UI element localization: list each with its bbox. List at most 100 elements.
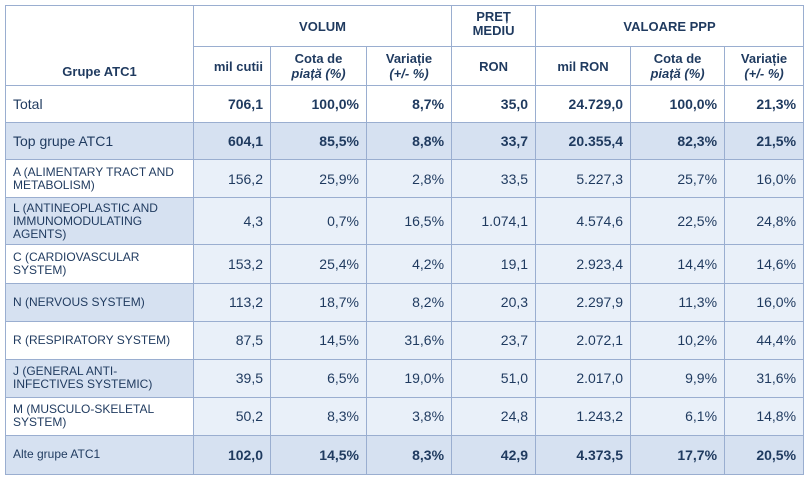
cell-pret: 24,8 — [451, 396, 537, 436]
cell-pret: 20,3 — [451, 282, 537, 322]
header-valoare-ppp: VALOARE PPP — [535, 5, 805, 47]
row-label: J (GENERAL ANTI-INFECTIVES SYSTEMIC) — [5, 358, 194, 398]
cell-variatie-valoare: 16,0% — [724, 282, 805, 322]
subheader-mil-cutii: mil cutii — [193, 46, 271, 86]
row-label: L (ANTINEOPLASTIC AND IMMUNOMODULATING A… — [5, 197, 194, 246]
cell-cota-valoare: 82,3% — [630, 122, 726, 161]
row-label: Top grupe ATC1 — [5, 122, 194, 161]
cell-cota-valoare: 14,4% — [630, 244, 726, 284]
cell-variatie-volum: 31,6% — [365, 320, 453, 360]
cell-cota-valoare: 17,7% — [630, 434, 726, 476]
atc1-table: Grupe ATC1 VOLUM PREȚ MEDIU VALOARE PPP … — [5, 5, 805, 476]
cell-pret: 35,0 — [451, 84, 537, 124]
cell-volum: 50,2 — [193, 396, 271, 436]
cell-variatie-volum: 8,2% — [365, 282, 453, 322]
cell-cota-volum: 6,5% — [270, 358, 367, 398]
cell-pret: 33,5 — [451, 159, 537, 199]
row-label: Alte grupe ATC1 — [5, 434, 194, 476]
cell-volum: 4,3 — [193, 197, 271, 246]
cell-valoare: 2.923,4 — [535, 244, 632, 284]
cell-variatie-valoare: 44,4% — [724, 320, 805, 360]
cell-variatie-valoare: 16,0% — [724, 159, 805, 199]
cell-cota-valoare: 6,1% — [630, 396, 726, 436]
cell-variatie-valoare: 31,6% — [724, 358, 805, 398]
row-label: C (CARDIOVASCULAR SYSTEM) — [5, 244, 194, 284]
table-row: L (ANTINEOPLASTIC AND IMMUNOMODULATING A… — [5, 197, 805, 246]
cell-variatie-volum: 4,2% — [365, 244, 453, 284]
table-row: C (CARDIOVASCULAR SYSTEM) 153,2 25,4% 4,… — [5, 244, 805, 284]
cell-valoare: 20.355,4 — [535, 122, 632, 161]
header-volum: VOLUM — [192, 5, 453, 47]
cell-cota-volum: 85,5% — [270, 122, 367, 161]
subheader-variatie-volum: Variație (+/- %) — [365, 46, 453, 86]
cell-pret: 42,9 — [451, 434, 537, 476]
cell-cota-valoare: 11,3% — [630, 282, 726, 322]
row-label: Total — [5, 84, 194, 124]
cell-variatie-valoare: 20,5% — [724, 434, 805, 476]
row-label: N (NERVOUS SYSTEM) — [5, 282, 194, 322]
cell-cota-valoare: 10,2% — [630, 320, 726, 360]
cell-variatie-volum: 8,7% — [365, 84, 453, 124]
subheader-cota-volum: Cota de piață (%) — [270, 46, 367, 86]
cell-cota-volum: 14,5% — [270, 434, 367, 476]
table-row: A (ALIMENTARY TRACT AND METABOLISM) 156,… — [5, 159, 805, 199]
cell-variatie-volum: 8,3% — [365, 434, 453, 476]
subheader-variatie-valoare: Variație (+/- %) — [724, 46, 805, 86]
cell-valoare: 5.227,3 — [535, 159, 632, 199]
cell-variatie-valoare: 21,3% — [724, 84, 805, 124]
cell-valoare: 2.072,1 — [535, 320, 632, 360]
cell-variatie-volum: 16,5% — [365, 197, 453, 246]
cell-cota-volum: 8,3% — [270, 396, 367, 436]
subheader-cota-valoare: Cota de piață (%) — [630, 46, 726, 86]
cell-volum: 102,0 — [193, 434, 271, 476]
row-label: A (ALIMENTARY TRACT AND METABOLISM) — [5, 159, 194, 199]
cell-volum: 39,5 — [193, 358, 271, 398]
table-row: N (NERVOUS SYSTEM) 113,2 18,7% 8,2% 20,3… — [5, 282, 805, 322]
header-label-col: Grupe ATC1 — [5, 5, 194, 86]
cell-variatie-valoare: 14,8% — [724, 396, 805, 436]
cell-variatie-valoare: 24,8% — [724, 197, 805, 246]
cell-cota-volum: 14,5% — [270, 320, 367, 360]
cell-pret: 23,7 — [451, 320, 537, 360]
cell-volum: 113,2 — [193, 282, 271, 322]
cell-variatie-volum: 19,0% — [365, 358, 453, 398]
cell-valoare: 4.373,5 — [535, 434, 632, 476]
row-label: M (MUSCULO-SKELETAL SYSTEM) — [5, 396, 194, 436]
cell-variatie-volum: 2,8% — [365, 159, 453, 199]
cell-cota-valoare: 22,5% — [630, 197, 726, 246]
row-label: R (RESPIRATORY SYSTEM) — [5, 320, 194, 360]
cell-variatie-valoare: 21,5% — [724, 122, 805, 161]
cell-variatie-volum: 3,8% — [365, 396, 453, 436]
cell-pret: 51,0 — [451, 358, 537, 398]
cell-valoare: 4.574,6 — [535, 197, 632, 246]
subheader-mil-ron: mil RON — [535, 46, 632, 86]
cell-valoare: 24.729,0 — [535, 84, 632, 124]
table-row: Alte grupe ATC1 102,0 14,5% 8,3% 42,9 4.… — [5, 434, 805, 476]
cell-volum: 706,1 — [193, 84, 271, 124]
cell-cota-valoare: 9,9% — [630, 358, 726, 398]
table-row: Top grupe ATC1 604,1 85,5% 8,8% 33,7 20.… — [5, 122, 805, 161]
cell-volum: 156,2 — [193, 159, 271, 199]
cell-pret: 1.074,1 — [451, 197, 537, 246]
cell-valoare: 1.243,2 — [535, 396, 632, 436]
cell-volum: 153,2 — [193, 244, 271, 284]
cell-cota-volum: 25,4% — [270, 244, 367, 284]
cell-cota-volum: 18,7% — [270, 282, 367, 322]
cell-variatie-volum: 8,8% — [365, 122, 453, 161]
table-row: M (MUSCULO-SKELETAL SYSTEM) 50,2 8,3% 3,… — [5, 396, 805, 436]
cell-valoare: 2.017,0 — [535, 358, 632, 398]
header-pret-mediu: PREȚ MEDIU — [451, 5, 537, 47]
cell-cota-volum: 100,0% — [270, 84, 367, 124]
cell-cota-volum: 25,9% — [270, 159, 367, 199]
cell-cota-volum: 0,7% — [270, 197, 367, 246]
cell-valoare: 2.297,9 — [535, 282, 632, 322]
cell-pret: 19,1 — [451, 244, 537, 284]
table-row: R (RESPIRATORY SYSTEM) 87,5 14,5% 31,6% … — [5, 320, 805, 360]
table-row: Total 706,1 100,0% 8,7% 35,0 24.729,0 10… — [5, 84, 805, 124]
subheader-ron: RON — [451, 46, 537, 86]
cell-volum: 87,5 — [193, 320, 271, 360]
cell-volum: 604,1 — [193, 122, 271, 161]
cell-pret: 33,7 — [451, 122, 537, 161]
cell-cota-valoare: 25,7% — [630, 159, 726, 199]
cell-variatie-valoare: 14,6% — [724, 244, 805, 284]
